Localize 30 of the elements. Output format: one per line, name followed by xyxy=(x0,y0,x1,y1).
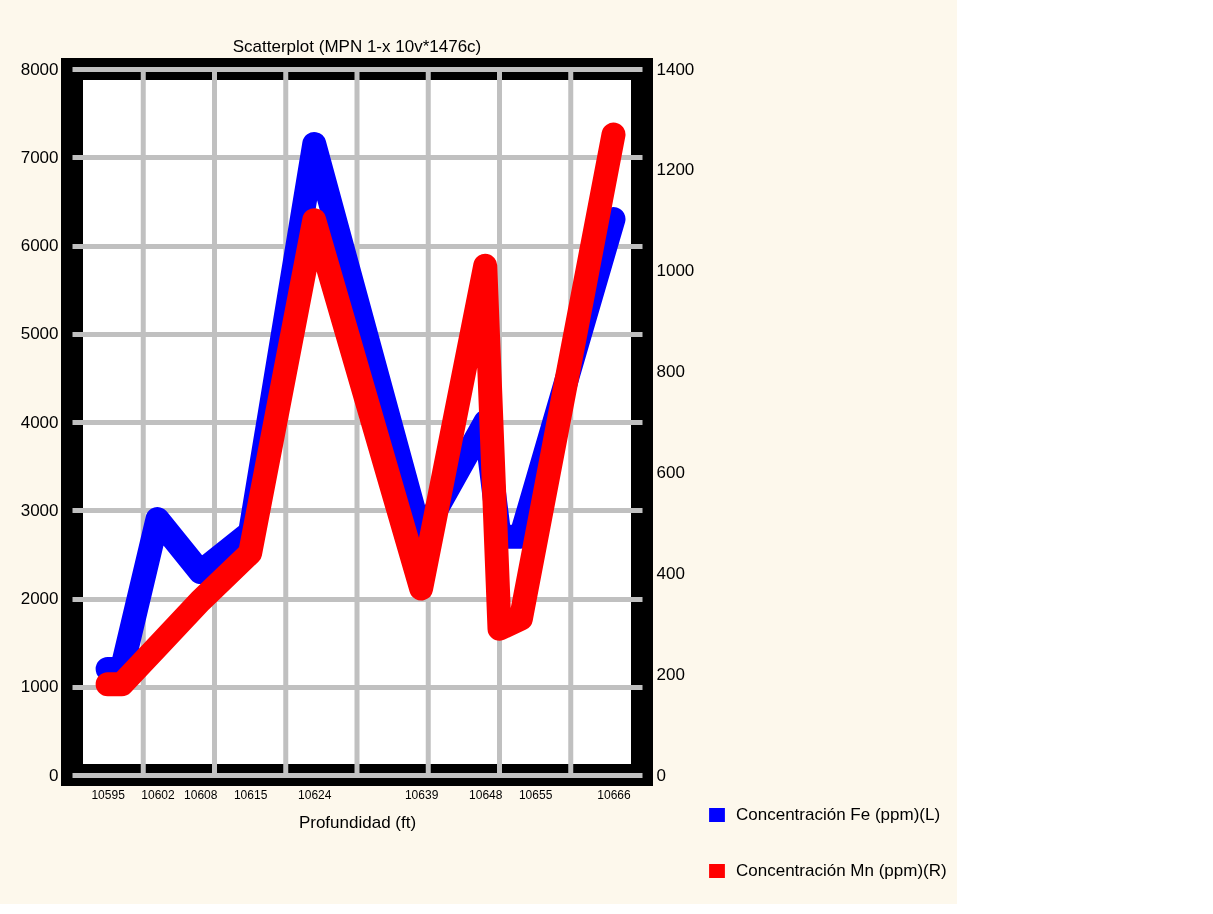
legend-label: Concentración Fe (ppm)(L) xyxy=(736,805,941,824)
chart-title: Scatterplot (MPN 1-x 10v*1476c) xyxy=(232,37,482,56)
y-tick-label: 0 xyxy=(49,765,59,785)
y-tick-label: 8000 xyxy=(20,59,59,79)
y2-tick-label: 0 xyxy=(656,765,666,785)
x-tick-label: 10648 xyxy=(469,787,503,802)
y2-tick-label: 1200 xyxy=(656,160,695,180)
y2-tick-label: 800 xyxy=(656,362,685,382)
y2-tick-label: 1000 xyxy=(656,261,695,281)
y-tick-label: 4000 xyxy=(20,412,59,432)
y-tick-label: 3000 xyxy=(20,500,59,520)
y2-tick-label: 400 xyxy=(656,563,685,583)
y2-tick-label: 600 xyxy=(656,462,685,482)
x-tick-label: 10655 xyxy=(518,787,553,802)
x-tick-label: 10615 xyxy=(233,787,268,802)
x-tick-label: 10666 xyxy=(597,787,632,802)
y-tick-label: 7000 xyxy=(20,147,59,167)
legend-label: Concentración Mn (ppm)(R) xyxy=(736,861,947,880)
x-tick-label: 10595 xyxy=(91,787,126,802)
x-axis-title: Profundidad (ft) xyxy=(298,812,417,832)
x-tick-label: 10608 xyxy=(184,787,218,802)
y-tick-label: 2000 xyxy=(20,589,59,608)
x-tick-label: 10602 xyxy=(141,787,176,802)
y2-tick-label: 200 xyxy=(656,664,685,684)
x-tick-label: 10624 xyxy=(298,787,332,802)
x-tick-label: 10639 xyxy=(404,787,439,802)
y2-tick-label: 1400 xyxy=(656,59,695,79)
y-tick-label: 1000 xyxy=(20,677,59,697)
y-tick-label: 5000 xyxy=(20,324,59,344)
y-tick-label: 6000 xyxy=(20,236,59,255)
